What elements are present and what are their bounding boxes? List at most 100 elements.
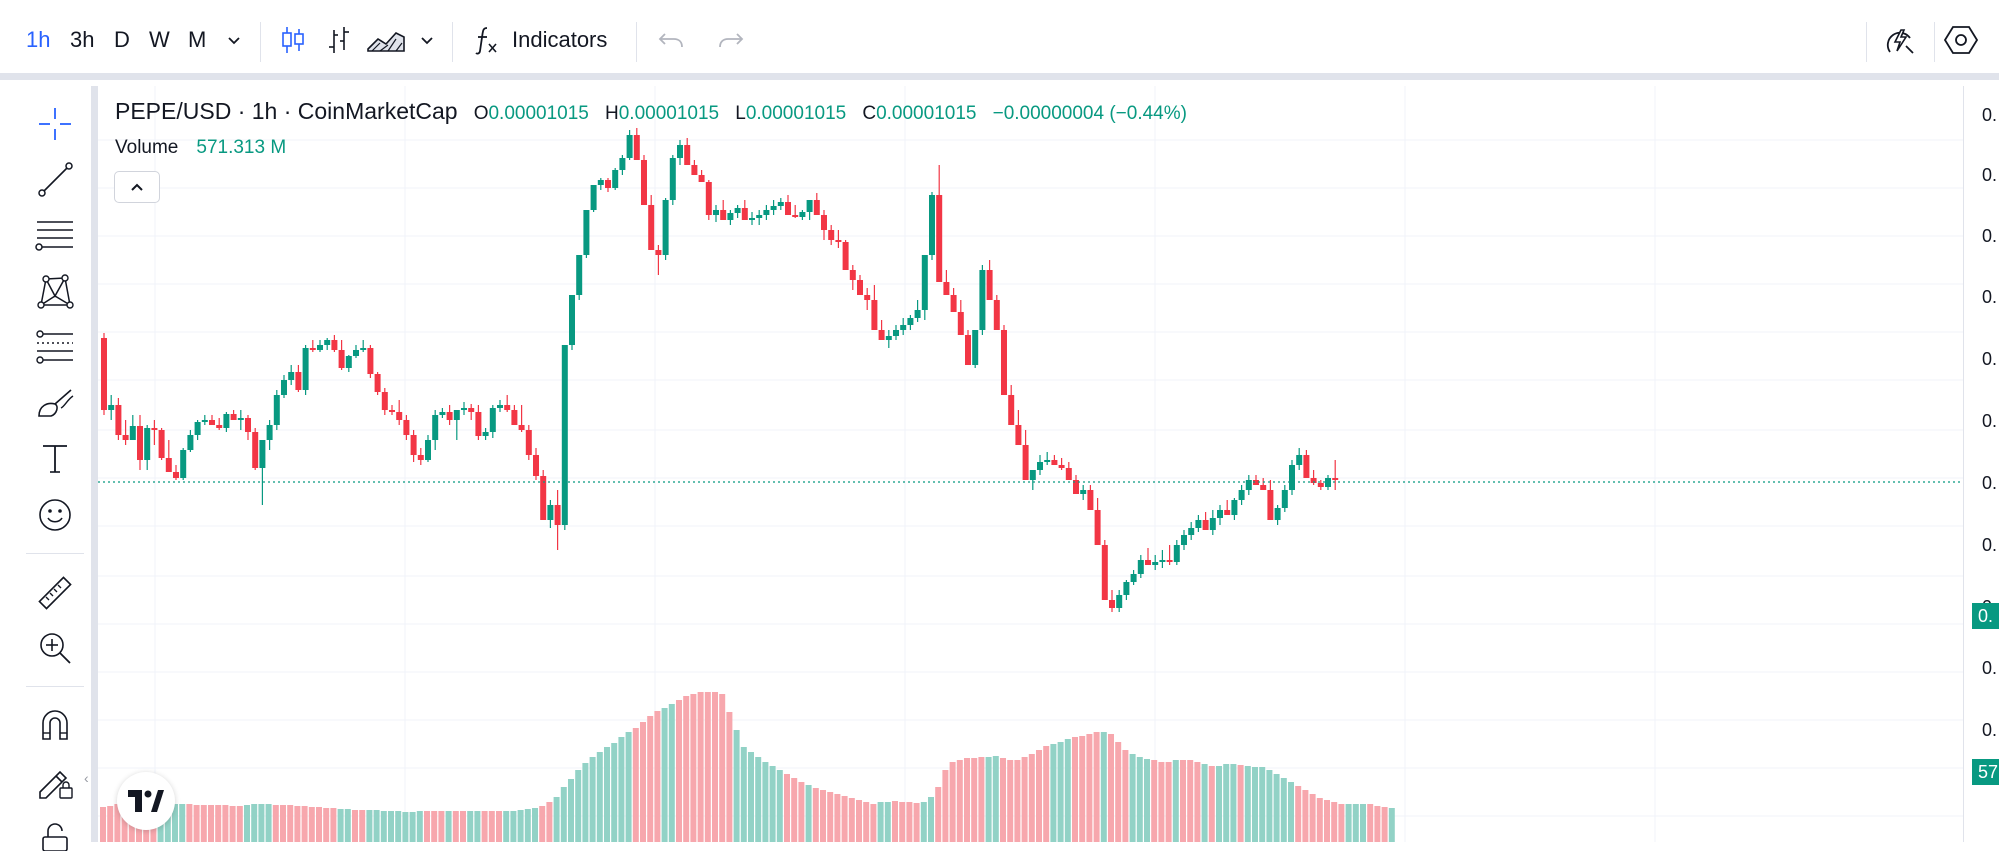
volume-bar [1000, 758, 1006, 842]
volume-bar [769, 766, 776, 842]
bars-icon[interactable] [326, 0, 352, 80]
indicators-button[interactable]: Indicators [512, 27, 608, 52]
crosshair-icon[interactable] [30, 99, 80, 149]
fx-icon[interactable] [474, 0, 500, 80]
volume-bar [1367, 804, 1374, 842]
settings-icon[interactable] [1944, 0, 1978, 80]
price-scale-label: 0. [1982, 287, 1998, 307]
area-icon[interactable] [366, 0, 406, 80]
interval-m-button[interactable]: M [188, 27, 207, 52]
price-scale[interactable]: 0.0.0.0.0.0.0.0.00.0.0.57 [1963, 86, 1999, 842]
candle-body [245, 418, 251, 432]
candle-body [360, 348, 367, 350]
volume-bar [1057, 742, 1064, 842]
redo-icon[interactable] [718, 0, 744, 80]
volume-bar [877, 802, 884, 842]
interval-w-button[interactable]: W [149, 27, 170, 52]
interval-d-button[interactable]: D [114, 27, 130, 52]
candle-body [763, 210, 770, 215]
candle-body [900, 325, 907, 330]
candle-body [691, 165, 698, 175]
candle-body [813, 200, 820, 215]
interval-1h-button[interactable]: 1h [26, 27, 51, 52]
chevron-left-icon[interactable]: ‹ [84, 770, 89, 786]
candle-body [482, 432, 489, 436]
candle-body [108, 405, 115, 410]
candle-body [1281, 490, 1288, 508]
lock-icon[interactable] [30, 811, 80, 861]
volume-bar [251, 804, 258, 842]
volume-bar [1115, 742, 1122, 842]
magnet-icon[interactable] [30, 700, 80, 750]
candle-body [1217, 510, 1223, 518]
pattern-icon[interactable] [30, 266, 80, 316]
candle-body [1094, 510, 1101, 545]
price-scale-label: 0. [1982, 165, 1998, 185]
volume-bar [1360, 804, 1366, 842]
candles-icon[interactable] [280, 0, 306, 80]
symbol-title[interactable]: PEPE/USD · 1h · CoinMarketCap [115, 98, 458, 124]
candle-body [1065, 468, 1072, 480]
trendline-icon[interactable] [30, 154, 80, 204]
volume-bar [1302, 790, 1309, 842]
volume-bar [1266, 770, 1273, 842]
candle-body [230, 414, 237, 420]
candle-body [403, 420, 410, 435]
volume-bar [258, 804, 265, 842]
candle-body [1116, 595, 1123, 608]
candle-body [669, 158, 676, 200]
volume-bar [395, 811, 402, 842]
tradingview-logo-icon[interactable] [117, 772, 175, 830]
volume-bar [1187, 760, 1194, 842]
zoom-icon[interactable] [30, 623, 80, 673]
volume-bar [776, 770, 783, 842]
low-value: 0.00001015 [745, 103, 847, 124]
candle-body [1022, 445, 1029, 480]
chevron-down-icon[interactable] [419, 0, 435, 80]
interval-3h-button[interactable]: 3h [70, 27, 95, 52]
volume-bar [532, 808, 538, 842]
candle-body [331, 340, 338, 350]
volume-bar [812, 788, 819, 842]
alert-icon[interactable] [1884, 0, 1916, 80]
undo-icon[interactable] [658, 0, 684, 80]
fib-icon[interactable] [30, 322, 80, 372]
volume-bar [611, 743, 618, 842]
candle-body [1289, 465, 1295, 490]
volume-bar [668, 704, 675, 842]
volume-bar [503, 811, 510, 842]
volume-bar [1273, 774, 1280, 842]
candle-body [734, 208, 741, 213]
candle-body [389, 410, 395, 412]
volume-bar [1345, 804, 1352, 842]
volume-bar [164, 804, 171, 842]
candle-body [338, 350, 345, 368]
chevron-down-icon[interactable] [226, 0, 242, 80]
candle-body [597, 180, 604, 185]
candle-body [1332, 478, 1339, 480]
collapse-legend-button[interactable] [114, 171, 160, 203]
top-toolbar: 1h 3h D W M Indicators [0, 0, 1999, 80]
candle-body [165, 458, 172, 472]
volume-label[interactable]: Volume [115, 137, 179, 158]
candle-body [1202, 520, 1209, 530]
open-label: O [473, 103, 489, 124]
candle-body [1209, 518, 1216, 530]
lock-drawings-icon[interactable] [30, 756, 80, 806]
volume-bar [964, 758, 970, 842]
ruler-icon[interactable] [30, 568, 80, 618]
text-icon[interactable] [30, 434, 80, 484]
volume-bar [481, 811, 488, 842]
price-chart[interactable] [98, 86, 1963, 842]
volume-bar [186, 804, 193, 842]
candle-body [619, 158, 626, 170]
candle-body [1267, 490, 1274, 520]
emoji-icon[interactable] [30, 490, 80, 540]
volume-bar [424, 811, 430, 842]
candle-body [353, 350, 359, 356]
candle-body [1130, 574, 1137, 582]
volume-bar [733, 730, 740, 842]
parallel-lines-icon[interactable] [30, 210, 80, 260]
brush-icon[interactable] [30, 378, 80, 428]
volume-bar [1352, 804, 1359, 842]
